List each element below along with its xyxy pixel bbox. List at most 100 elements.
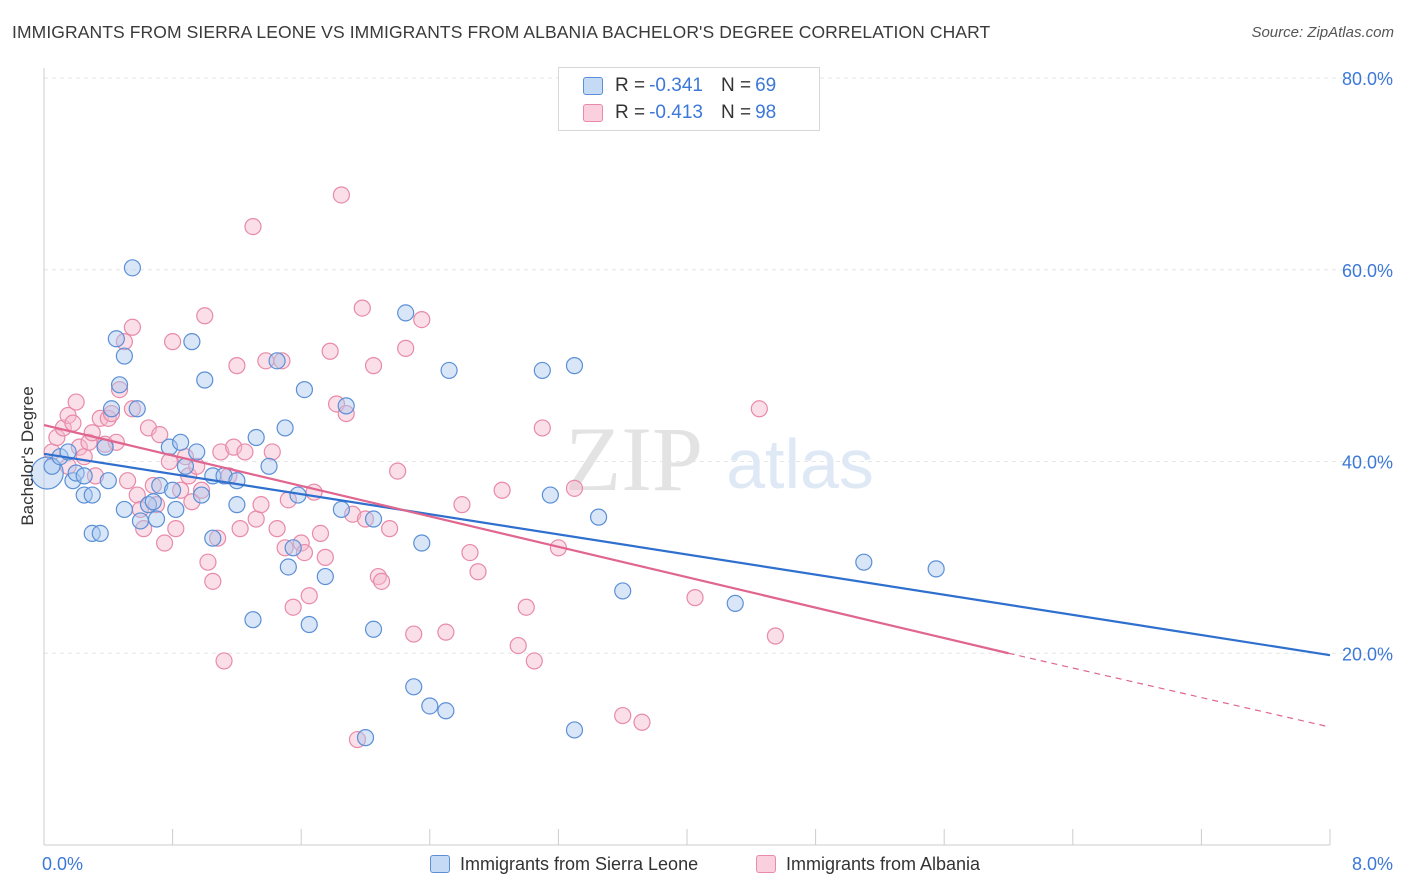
data-point-sierra-leone [144,493,162,511]
bottom-legend-label: Immigrants from Albania [786,853,981,874]
series-sierra-leone [30,259,945,747]
data-point-albania [633,713,651,731]
data-point-albania [183,493,201,511]
bottom-legend-sierra-leone: Immigrants from Sierra Leone [430,852,698,876]
data-point-albania [614,706,632,725]
y-axis-label: Bachelor's Degree [18,386,37,526]
data-point-albania [204,572,222,590]
data-point-albania [102,404,121,423]
data-point-albania [353,299,371,317]
data-point-albania [231,520,249,538]
data-point-sierra-leone [247,428,265,447]
data-point-albania [292,534,310,552]
y-tick-label: 60.0% [1342,261,1393,281]
bottom-legend-albania: Immigrants from Albania [756,852,980,876]
legend-swatch-blue [583,77,603,95]
data-point-sierra-leone [295,380,314,399]
data-point-albania [461,543,479,562]
data-point-sierra-leone [123,259,142,277]
data-point-albania [123,400,142,418]
data-point-sierra-leone [405,678,423,696]
data-point-albania [453,496,471,514]
data-point-albania [99,409,117,427]
data-point-albania [110,380,129,399]
data-point-sierra-leone [565,721,584,739]
data-point-sierra-leone [228,472,246,490]
legend-n-label: N = [720,75,752,96]
legend-r-label: R = [615,102,646,123]
data-point-albania [209,529,227,547]
data-point-sierra-leone [541,486,559,504]
chart-source: Source: ZipAtlas.com [1251,24,1394,41]
data-point-albania [369,567,387,586]
data-point-sierra-leone [147,510,166,528]
data-point-sierra-leone [192,486,211,504]
data-point-sierra-leone [397,304,415,322]
data-point-albania [247,510,265,528]
trend-line-albania-extension [1008,652,1331,728]
legend-swatch-pink [583,104,603,122]
data-point-albania [48,428,66,447]
data-point-sierra-leone [855,553,873,571]
series-albania [43,186,785,749]
data-point-sierra-leone [102,400,121,418]
data-point-albania [533,419,551,437]
bottom-legend-swatch-pink [756,855,776,873]
trend-lines [43,423,1331,728]
data-point-albania [493,481,511,499]
data-point-sierra-leone [75,467,93,485]
data-point-albania [525,652,543,670]
data-point-albania [469,563,487,581]
data-point-albania [565,479,584,497]
data-point-albania [167,520,185,538]
data-point-albania [228,357,246,375]
data-point-albania [268,520,286,538]
data-point-sierra-leone [172,433,190,451]
data-point-albania [509,636,527,655]
x-tick-label: 8.0% [1352,854,1393,874]
data-point-albania [155,534,174,552]
data-point-sierra-leone [131,512,150,530]
y-tick-label: 20.0% [1342,644,1393,664]
data-point-albania [199,553,217,571]
data-point-albania [284,598,302,616]
watermark-atlas: atlas [726,425,874,503]
data-point-sierra-leone [440,361,458,380]
watermark-zip: ZIP [565,408,703,510]
data-point-albania [70,438,88,456]
data-point-albania [750,400,768,418]
legend-row-sierra-leone: R = -0.341 N = 69 [583,74,776,98]
data-point-sierra-leone [244,611,262,629]
data-point-albania [67,393,85,411]
data-point-albania [123,318,142,336]
chart-title: IMMIGRANTS FROM SIERRA LEONE VS IMMIGRAN… [12,22,991,42]
data-point-sierra-leone [614,582,632,600]
data-point-sierra-leone [83,486,101,504]
data-point-albania [437,623,455,641]
data-point-albania [75,448,93,466]
legend-n-value: 98 [755,102,777,123]
data-point-albania [517,598,535,616]
data-point-albania [300,587,318,605]
y-tick-label: 40.0% [1342,453,1393,473]
data-point-sierra-leone [107,330,125,348]
data-point-sierra-leone [128,400,146,418]
legend-r-label: R = [615,75,646,96]
data-point-sierra-leone [164,481,182,499]
data-point-albania [389,462,407,480]
data-point-albania [263,443,281,461]
data-point-albania [236,443,254,461]
data-point-albania [225,438,243,456]
data-point-albania [316,548,334,566]
data-point-sierra-leone [364,510,383,528]
trend-line-sierra-leone [43,452,1331,657]
data-point-albania [413,311,431,329]
data-point-albania [128,486,146,504]
data-point-sierra-leone [204,529,222,547]
legend-n-label: N = [720,102,752,123]
data-point-albania [372,572,391,590]
data-point-sierra-leone [188,443,206,461]
legend-row-albania: R = -0.413 N = 98 [583,101,776,125]
data-point-albania [332,186,350,204]
